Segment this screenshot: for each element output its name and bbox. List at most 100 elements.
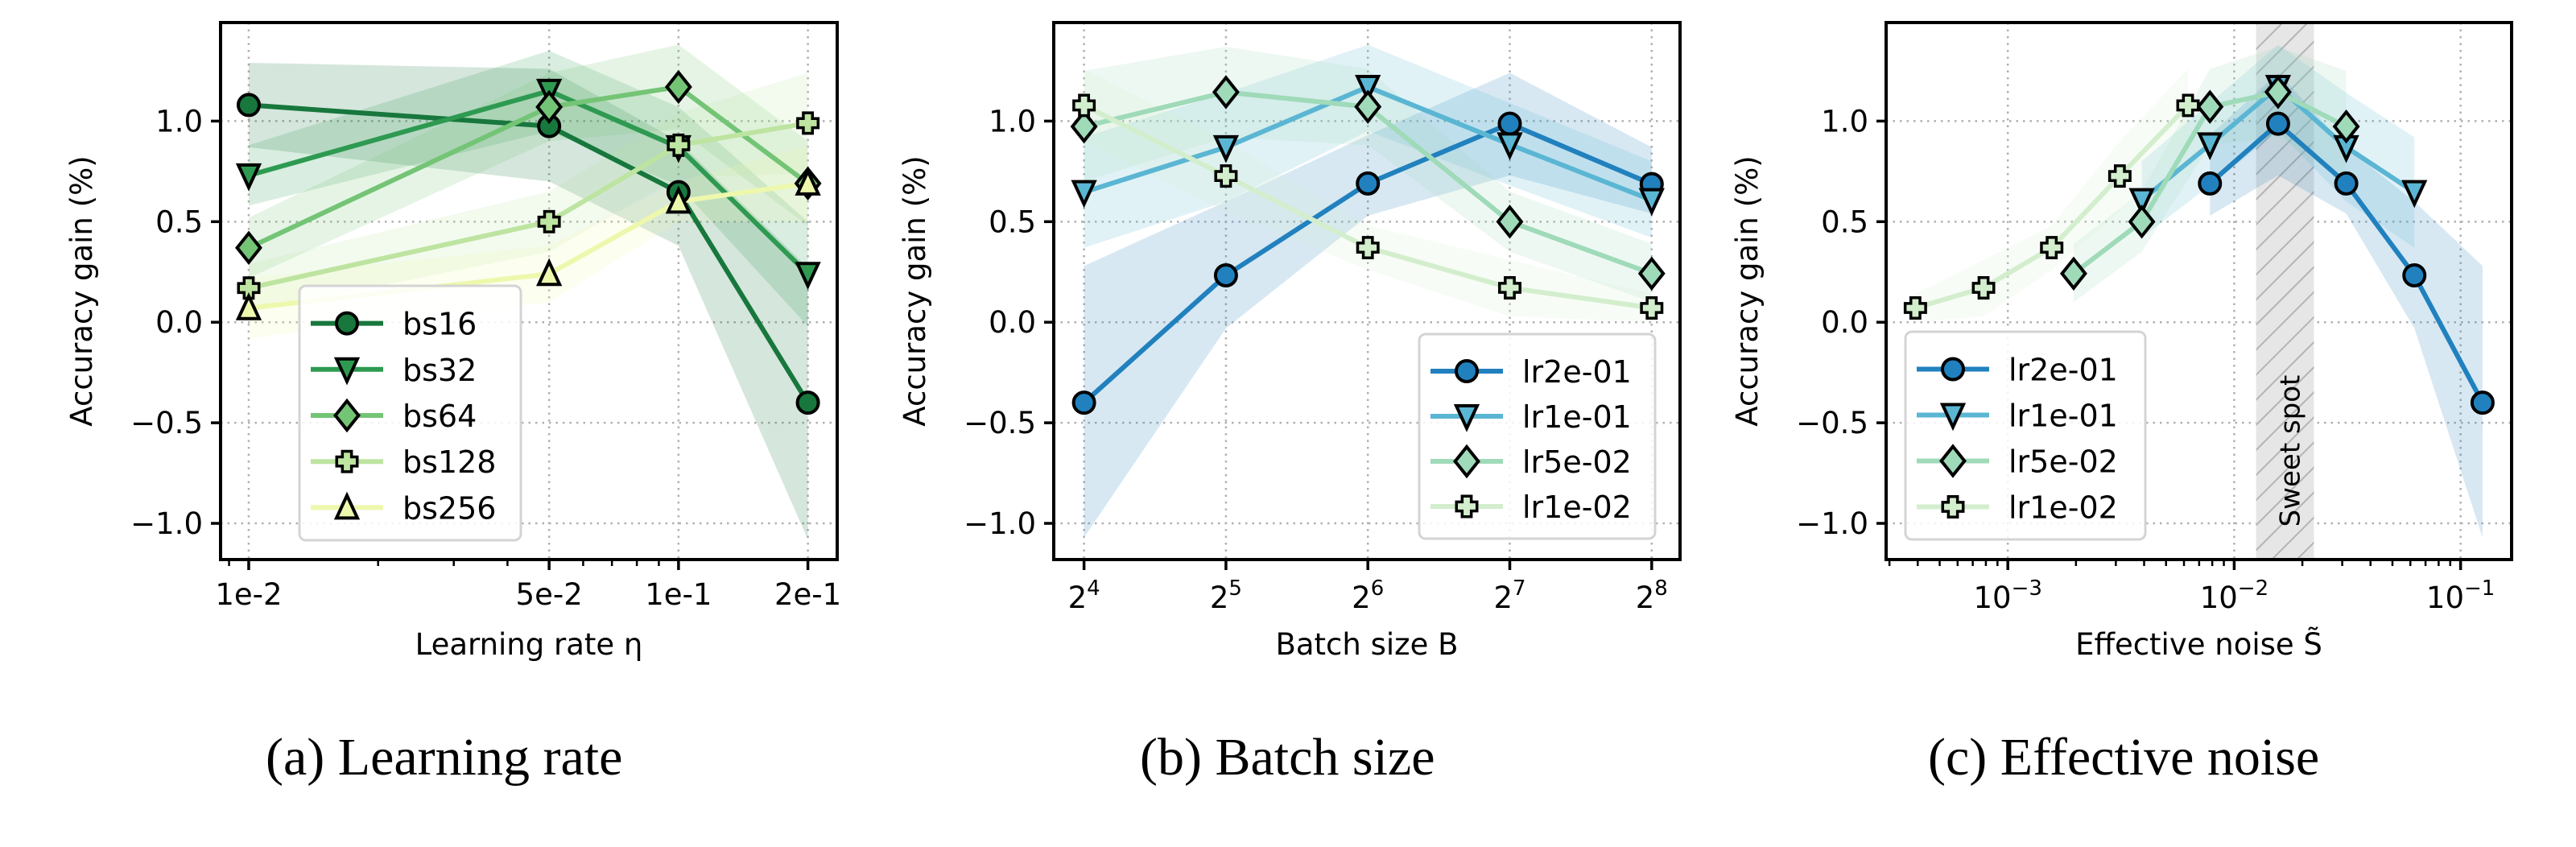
legend-marker-triangle-down xyxy=(1939,403,1967,432)
data-point-bs128 xyxy=(667,133,691,157)
legend-label: lr1e-01 xyxy=(1522,399,1632,435)
caption-c: (c) Effective noise xyxy=(1928,728,2319,787)
y-tick-label: 0.0 xyxy=(989,305,1036,340)
x-tick-label-exponent: −3 xyxy=(2012,576,2042,601)
x-axis-label: Learning rate η xyxy=(415,627,643,662)
error-band-bs64 xyxy=(248,44,808,279)
x-tick-label: 1e-1 xyxy=(645,577,712,612)
legend-label: lr5e-02 xyxy=(1522,444,1632,480)
legend-item-lr1e-01: lr1e-01 xyxy=(1430,399,1632,435)
legend-label: bs128 xyxy=(402,444,496,480)
error-band-bs128 xyxy=(248,72,808,312)
panel-learning-rate: −1.0 −0.5 0.0 0.5 1.0 1e-2 5e-2 1e-1 2e-1 Learnin… xyxy=(64,21,841,662)
y-tick-label: 0.0 xyxy=(155,305,203,340)
y-tick-label: 1.0 xyxy=(1821,104,1868,138)
y-axis-label: Accuracy gain (%) xyxy=(1730,155,1765,426)
data-point-lr2e-01 xyxy=(1213,263,1238,288)
y-tick-label: 0.0 xyxy=(1821,305,1868,340)
error-band-lr1e-02 xyxy=(1084,68,1652,323)
data-point-lr5e-02 xyxy=(2196,89,2224,124)
data-point-lr1e-01 xyxy=(2401,180,2428,209)
data-point-bs32 xyxy=(235,163,262,192)
data-point-bs64 xyxy=(235,230,262,265)
legend-label: bs64 xyxy=(402,399,477,434)
data-point-bs16 xyxy=(795,390,820,415)
y-tick-label: −1.0 xyxy=(964,506,1036,541)
x-axis-label: Batch size B xyxy=(1275,627,1458,662)
x-tick-label: 25 xyxy=(1210,576,1242,615)
x-tick-label: 28 xyxy=(1636,576,1668,615)
legend-marker-x-filled xyxy=(335,449,359,473)
x-tick-label: 5e-2 xyxy=(516,577,583,612)
x-tick-label-base: 2 xyxy=(1068,581,1088,615)
legend-item-bs16: bs16 xyxy=(311,307,477,342)
data-point-lr5e-02 xyxy=(2128,205,2156,239)
error-band-lr2e-01 xyxy=(1084,72,1652,538)
legend-box xyxy=(1904,330,2147,541)
x-tick-label-base: 2 xyxy=(1352,581,1371,615)
series-line-bs128 xyxy=(248,120,809,291)
legend-item-lr1e-02: lr1e-02 xyxy=(1430,490,1632,525)
data-point-lr1e-02 xyxy=(1498,276,1521,300)
y-tick-label: −0.5 xyxy=(130,406,203,440)
axes-frame xyxy=(219,21,839,561)
series-line-bs16 xyxy=(248,102,811,404)
x-tick-label-base: 2 xyxy=(1210,581,1229,615)
legend-label: bs256 xyxy=(402,490,496,526)
x-tick-label: 10−3 xyxy=(1973,576,2041,615)
data-point-lr1e-01 xyxy=(1212,134,1240,163)
legend: bs16 bs32 bs64 bs128 bs256 xyxy=(298,284,522,542)
data-point-bs32 xyxy=(795,262,821,291)
legend-marker-triangle-down xyxy=(333,357,361,386)
y-axis-label: Accuracy gain (%) xyxy=(64,155,99,426)
markers xyxy=(1903,74,2495,415)
legend-marker-x-filled xyxy=(1941,495,1965,519)
y-tick-label: 1.0 xyxy=(155,104,203,138)
data-point-bs128 xyxy=(537,209,561,233)
data-point-lr1e-02 xyxy=(2107,164,2132,188)
data-point-lr1e-02 xyxy=(2040,236,2064,260)
legend-item-lr2e-01: lr2e-01 xyxy=(1917,353,2118,388)
data-point-lr2e-01 xyxy=(2198,171,2223,196)
data-point-lr1e-01 xyxy=(1638,188,1665,217)
data-point-bs128 xyxy=(237,276,261,300)
legend-label: lr1e-02 xyxy=(2008,490,2118,526)
error-band-bs16 xyxy=(248,62,808,540)
legend-label: lr5e-02 xyxy=(2008,444,2118,480)
panel-effective-noise: Sweet spot−1.0−0.50.00.51.010−3 10−2 10−1E… xyxy=(1730,21,2513,662)
data-point-lr1e-02 xyxy=(1356,236,1380,260)
legend-item-lr1e-02: lr1e-02 xyxy=(1917,490,2118,526)
x-tick-label: 2e-1 xyxy=(774,577,841,612)
data-point-lr2e-01 xyxy=(2334,171,2359,196)
legend-label: lr1e-02 xyxy=(1522,490,1632,525)
legend-label: bs16 xyxy=(402,307,477,342)
y-tick-label: −0.5 xyxy=(964,406,1036,440)
legend-label: lr2e-01 xyxy=(2008,353,2118,388)
x-axis-label: Effective noise S̃ xyxy=(2075,626,2322,662)
legend-marker-diamond xyxy=(333,398,361,433)
data-point-lr1e-02 xyxy=(1214,164,1238,188)
y-tick-label: 0.5 xyxy=(989,205,1036,239)
legend-marker-circle xyxy=(1455,359,1479,383)
x-tick-label-base: 10 xyxy=(1973,581,2011,615)
legend-item-lr2e-01: lr2e-01 xyxy=(1430,354,1632,390)
legend-marker-diamond xyxy=(1939,444,1967,478)
legend-box xyxy=(1418,333,1657,540)
legend: lr2e-01 lr1e-01 lr5e-02 lr1e-02 xyxy=(1904,330,2147,541)
y-tick-label: 0.5 xyxy=(155,205,203,239)
data-point-bs256 xyxy=(536,258,563,287)
data-point-lr1e-01 xyxy=(1496,132,1523,161)
x-tick-label-exponent: 5 xyxy=(1228,576,1242,601)
x-tick-label-base: 2 xyxy=(1636,581,1655,615)
x-tick-label-exponent: 7 xyxy=(1513,576,1526,601)
x-tick-label-exponent: 4 xyxy=(1087,576,1100,601)
legend-item-bs128: bs128 xyxy=(311,444,496,480)
y-tick-label: −1.0 xyxy=(1796,506,1868,541)
legend-item-bs64: bs64 xyxy=(311,398,477,434)
y-tick-label: −1.0 xyxy=(130,506,203,541)
legend: lr2e-01 lr1e-01 lr5e-02 lr1e-02 xyxy=(1418,333,1657,540)
markers xyxy=(235,69,822,415)
data-point-lr5e-02 xyxy=(2264,75,2292,109)
data-point-lr2e-01 xyxy=(2402,263,2427,288)
